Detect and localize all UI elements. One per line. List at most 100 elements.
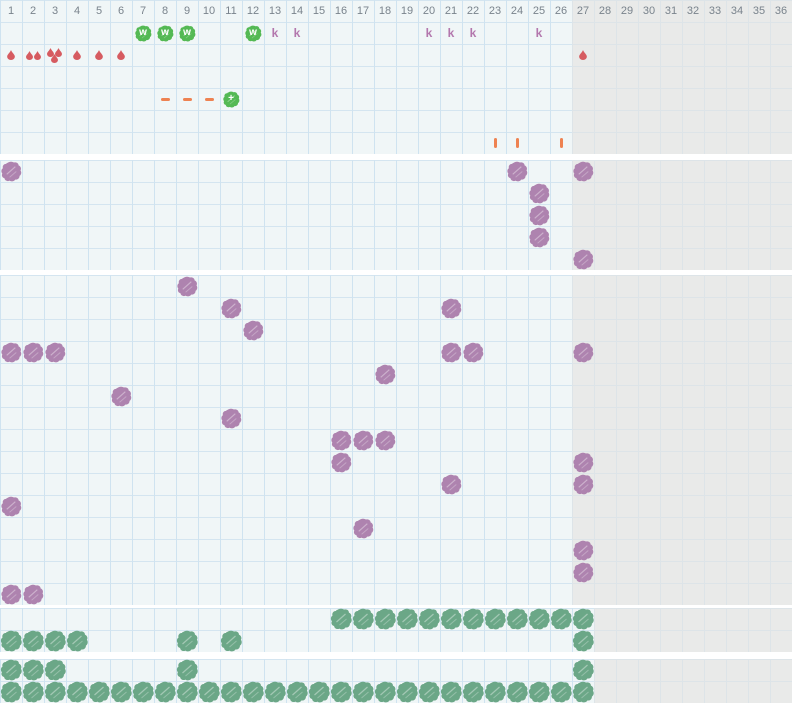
green-blob-marker-day-9[interactable] [176,681,198,703]
green-badge-marker-day-7[interactable]: w [132,22,154,44]
day-column-label-25[interactable]: 25 [532,5,546,17]
day-column-label-23[interactable]: 23 [488,5,502,17]
tick-marker-day-24[interactable] [506,132,528,154]
green-badge-marker-day-8[interactable]: w [154,22,176,44]
green-blob-marker-day-11[interactable] [220,681,242,703]
purple-blob-marker-day-18[interactable] [374,429,396,451]
day-column-label-36[interactable]: 36 [774,5,788,17]
green-blob-marker-day-6[interactable] [110,681,132,703]
purple-blob-marker-day-1[interactable] [0,160,22,182]
day-column-label-9[interactable]: 9 [183,5,191,17]
letter-marker-day-25[interactable]: k [528,22,550,44]
day-column-label-26[interactable]: 26 [554,5,568,17]
green-blob-marker-day-4[interactable] [66,630,88,652]
dash-marker-day-10[interactable] [198,88,220,110]
day-column-label-34[interactable]: 34 [730,5,744,17]
day-column-label-19[interactable]: 19 [400,5,414,17]
flow-drops-marker-day-6[interactable] [110,44,132,66]
purple-blob-marker-day-27[interactable] [572,451,594,473]
green-blob-marker-day-25[interactable] [528,608,550,630]
day-column-label-3[interactable]: 3 [51,5,59,17]
green-blob-marker-day-3[interactable] [44,630,66,652]
green-blob-marker-day-25[interactable] [528,681,550,703]
purple-blob-marker-day-27[interactable] [572,248,594,270]
purple-blob-marker-day-18[interactable] [374,363,396,385]
day-column-label-17[interactable]: 17 [356,5,370,17]
green-blob-marker-day-1[interactable] [0,681,22,703]
green-blob-marker-day-16[interactable] [330,681,352,703]
purple-blob-marker-day-2[interactable] [22,583,44,605]
green-blob-marker-day-13[interactable] [264,681,286,703]
green-blob-marker-day-24[interactable] [506,608,528,630]
purple-blob-marker-day-21[interactable] [440,473,462,495]
tick-marker-day-23[interactable] [484,132,506,154]
green-blob-marker-day-26[interactable] [550,681,572,703]
purple-blob-marker-day-17[interactable] [352,429,374,451]
day-column-label-20[interactable]: 20 [422,5,436,17]
day-column-label-30[interactable]: 30 [642,5,656,17]
purple-blob-marker-day-16[interactable] [330,451,352,473]
green-blob-marker-day-24[interactable] [506,681,528,703]
day-column-label-21[interactable]: 21 [444,5,458,17]
day-column-label-8[interactable]: 8 [161,5,169,17]
purple-blob-marker-day-27[interactable] [572,473,594,495]
purple-blob-marker-day-2[interactable] [22,341,44,363]
green-blob-marker-day-15[interactable] [308,681,330,703]
green-blob-marker-day-1[interactable] [0,659,22,681]
day-column-label-15[interactable]: 15 [312,5,326,17]
dash-marker-day-9[interactable] [176,88,198,110]
green-blob-marker-day-14[interactable] [286,681,308,703]
day-column-label-35[interactable]: 35 [752,5,766,17]
day-column-label-16[interactable]: 16 [334,5,348,17]
purple-blob-marker-day-17[interactable] [352,517,374,539]
green-blob-marker-day-27[interactable] [572,681,594,703]
day-column-label-5[interactable]: 5 [95,5,103,17]
purple-blob-marker-day-25[interactable] [528,182,550,204]
day-column-label-32[interactable]: 32 [686,5,700,17]
day-column-label-4[interactable]: 4 [73,5,81,17]
day-column-label-7[interactable]: 7 [139,5,147,17]
green-blob-marker-day-9[interactable] [176,630,198,652]
green-blob-marker-day-19[interactable] [396,681,418,703]
green-blob-marker-day-23[interactable] [484,681,506,703]
purple-blob-marker-day-25[interactable] [528,226,550,248]
flow-drops-marker-day-5[interactable] [88,44,110,66]
green-blob-marker-day-3[interactable] [44,681,66,703]
flow-drops-marker-day-1[interactable] [0,44,22,66]
green-blob-marker-day-3[interactable] [44,659,66,681]
letter-marker-day-14[interactable]: k [286,22,308,44]
flow-drops-marker-day-2[interactable] [22,44,44,66]
day-column-label-13[interactable]: 13 [268,5,282,17]
green-blob-marker-day-21[interactable] [440,681,462,703]
green-blob-marker-day-11[interactable] [220,630,242,652]
green-blob-marker-day-27[interactable] [572,630,594,652]
green-blob-marker-day-16[interactable] [330,608,352,630]
green-blob-marker-day-27[interactable] [572,659,594,681]
green-blob-marker-day-7[interactable] [132,681,154,703]
letter-marker-day-21[interactable]: k [440,22,462,44]
green-blob-marker-day-18[interactable] [374,608,396,630]
green-blob-marker-day-10[interactable] [198,681,220,703]
purple-blob-marker-day-16[interactable] [330,429,352,451]
purple-blob-marker-day-25[interactable] [528,204,550,226]
day-column-label-31[interactable]: 31 [664,5,678,17]
day-column-label-28[interactable]: 28 [598,5,612,17]
green-blob-marker-day-21[interactable] [440,608,462,630]
green-blob-marker-day-20[interactable] [418,608,440,630]
letter-marker-day-22[interactable]: k [462,22,484,44]
purple-blob-marker-day-27[interactable] [572,539,594,561]
day-column-label-1[interactable]: 1 [7,5,15,17]
green-blob-marker-day-9[interactable] [176,659,198,681]
day-column-label-29[interactable]: 29 [620,5,634,17]
green-blob-marker-day-5[interactable] [88,681,110,703]
dash-marker-day-8[interactable] [154,88,176,110]
day-column-label-12[interactable]: 12 [246,5,260,17]
green-blob-marker-day-17[interactable] [352,681,374,703]
green-badge-marker-day-11[interactable]: + [220,88,242,110]
green-blob-marker-day-4[interactable] [66,681,88,703]
day-column-label-18[interactable]: 18 [378,5,392,17]
purple-blob-marker-day-24[interactable] [506,160,528,182]
day-column-label-33[interactable]: 33 [708,5,722,17]
day-column-label-11[interactable]: 11 [225,5,237,17]
flow-drops-marker-day-27[interactable] [572,44,594,66]
